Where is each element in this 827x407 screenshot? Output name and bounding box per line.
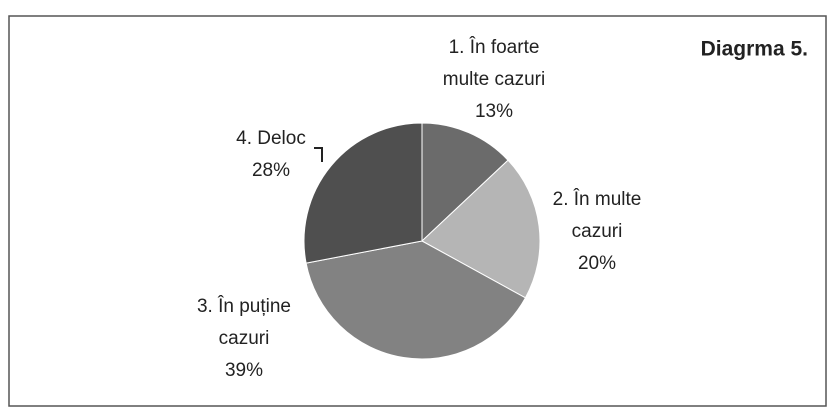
slice-label: 4. Deloc [236, 128, 306, 149]
pie-slice [305, 240, 527, 360]
slice-label: 1. În foarte multe cazuri [443, 36, 545, 90]
value-label: 39% [225, 360, 263, 381]
slice-label: 3. În puține cazuri [197, 295, 291, 349]
pie-slice [421, 159, 541, 299]
leader-line [314, 147, 323, 162]
value-label: 20% [578, 253, 616, 274]
chart-title: Diagrma 5. [701, 38, 808, 61]
pie-slice [303, 122, 423, 264]
pie-slice [421, 122, 509, 243]
slice-label: 2. În multe cazuri [553, 188, 642, 242]
value-label: 13% [475, 101, 513, 122]
value-label: 28% [252, 160, 290, 181]
